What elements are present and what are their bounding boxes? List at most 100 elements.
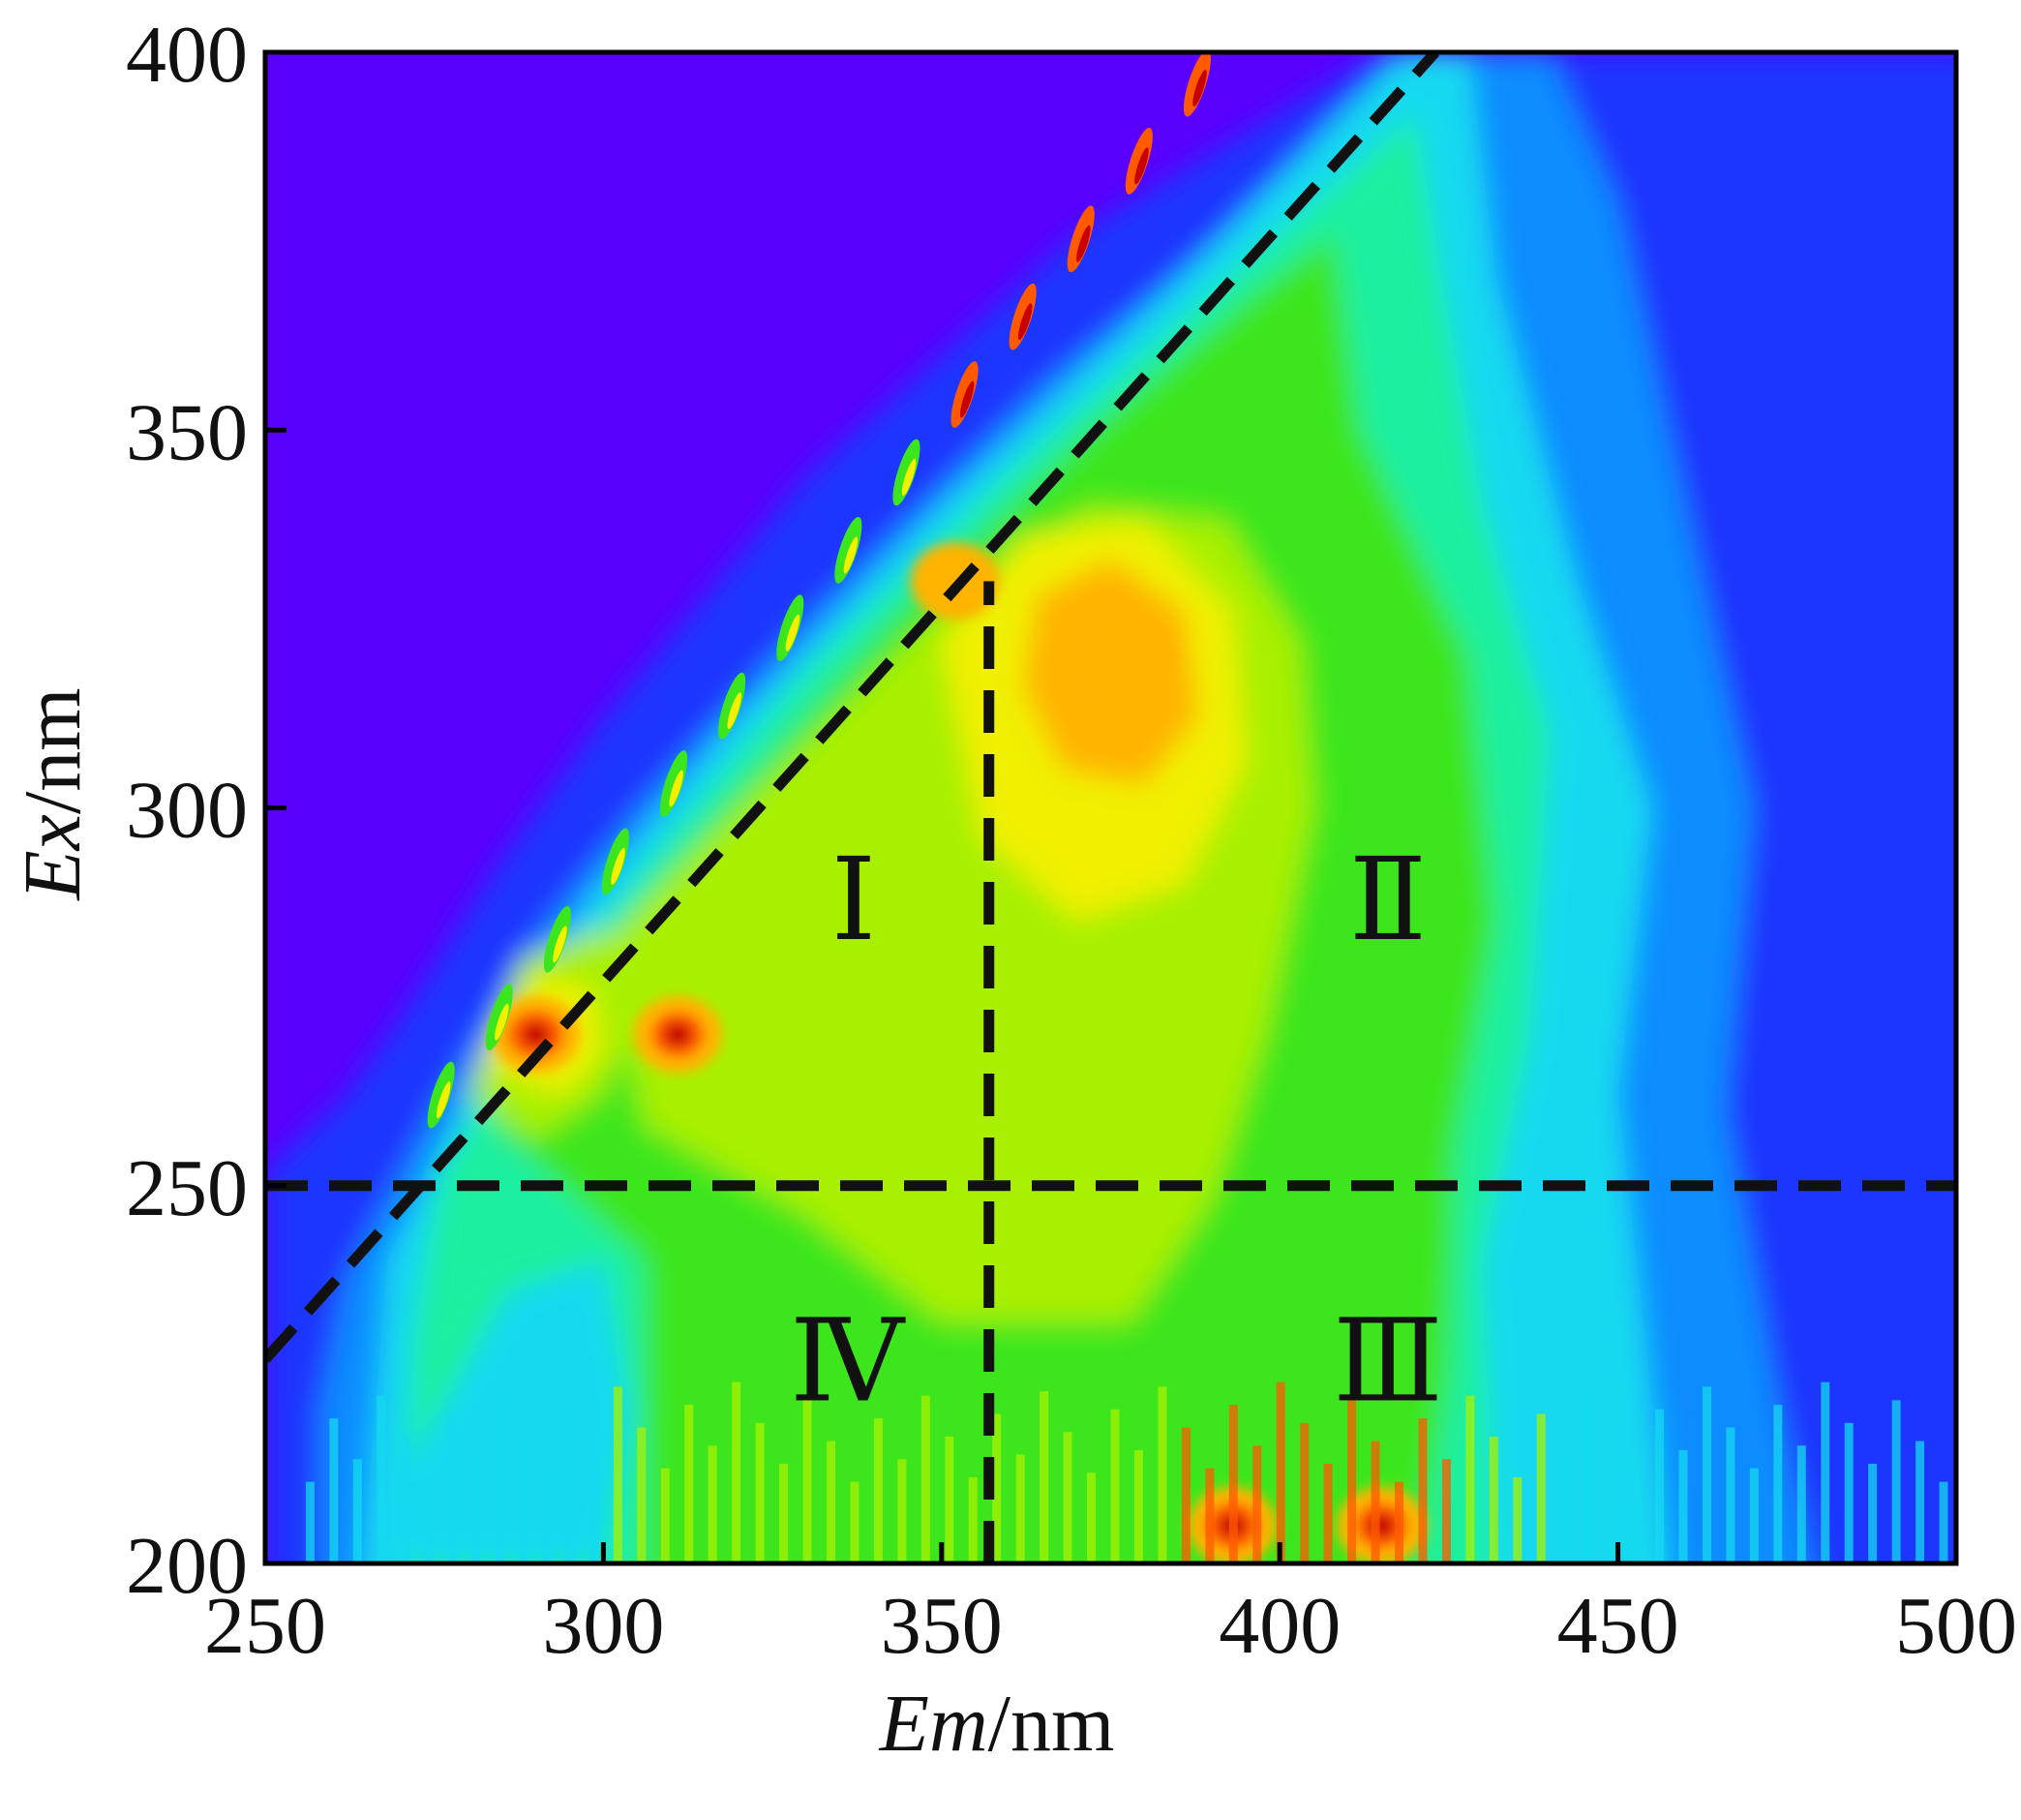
noise-streak: [1608, 1432, 1617, 1563]
scatter-ripple-core: [1134, 147, 1149, 185]
noise-streak: [992, 1413, 1002, 1563]
y-tick-label: 300: [126, 766, 248, 856]
noise-streak: [1678, 1449, 1688, 1563]
noise-streak: [873, 1418, 883, 1563]
noise-streak: [519, 1432, 528, 1563]
y-tick-label: 400: [126, 10, 248, 100]
region-label: Ⅰ: [831, 837, 877, 964]
noise-streak: [1015, 1454, 1025, 1563]
noise-streak: [1441, 1459, 1451, 1563]
noise-streak: [1276, 1381, 1285, 1563]
noise-streak: [1631, 1472, 1641, 1563]
scatter-ripple-core: [669, 770, 683, 807]
x-tick-label: 500: [1895, 1581, 2017, 1671]
noise-streak: [945, 1436, 954, 1563]
scatter-ripple-core: [1192, 69, 1207, 107]
y-tick-label: 350: [126, 387, 248, 477]
peak-core: [1106, 636, 1156, 678]
noise-streak: [1773, 1405, 1783, 1563]
scatter-ripple: [1183, 52, 1211, 117]
noise-streak: [802, 1400, 812, 1563]
noise-streak: [968, 1477, 978, 1563]
noise-streak: [1465, 1395, 1475, 1563]
scatter-ripple-core: [1017, 303, 1033, 341]
y-axis-title-unit: /nm: [8, 687, 98, 814]
divider-diagonal: [265, 52, 1440, 1363]
noise-streak: [1394, 1481, 1403, 1563]
noise-streak: [471, 1454, 481, 1563]
noise-streak: [1228, 1405, 1238, 1563]
noise-streak: [400, 1436, 409, 1563]
scatter-ripple: [1125, 128, 1153, 195]
region-dividers: [265, 52, 1956, 1563]
noise-streak: [708, 1445, 717, 1563]
noise-streak: [1371, 1441, 1380, 1563]
x-tick-label: 400: [1219, 1581, 1341, 1671]
peak-max: [522, 1022, 550, 1046]
y-axis-title-italic: Ex: [8, 814, 98, 901]
noise-streak: [1749, 1468, 1759, 1563]
y-tick-label: 200: [126, 1521, 248, 1611]
scatter-band: [305, 52, 1948, 1563]
scatter-ripple: [776, 594, 804, 662]
noise-streak: [1347, 1400, 1357, 1563]
noise-streak: [613, 1386, 622, 1563]
x-axis-title: Em/nm: [879, 1679, 1115, 1769]
region-labels: Ⅰ Ⅱ Ⅲ Ⅳ: [790, 837, 1443, 1425]
scatter-ripple: [427, 1061, 455, 1129]
noise-streak: [1063, 1432, 1072, 1563]
scatter-ripple-core: [901, 458, 917, 497]
noise-streak: [1418, 1418, 1428, 1563]
peak-max: [664, 1022, 692, 1046]
scatter-ripple-core: [436, 1081, 451, 1119]
noise-streak: [1726, 1427, 1735, 1563]
scatter-ripple: [485, 984, 513, 1051]
scatter-ripple: [601, 828, 630, 895]
noise-streak: [1939, 1481, 1948, 1563]
scatter-ripple: [834, 516, 862, 584]
noise-streak: [377, 1395, 386, 1563]
noise-streak: [920, 1395, 930, 1563]
noise-streak: [1489, 1436, 1498, 1563]
scatter-ripple: [1009, 283, 1037, 350]
y-tick-label: 250: [126, 1143, 248, 1233]
noise-streak: [1087, 1472, 1097, 1563]
noise-streak: [1702, 1386, 1711, 1563]
noise-streak: [424, 1477, 434, 1563]
noise-streak: [827, 1441, 836, 1563]
noise-streak: [1181, 1427, 1191, 1563]
noise-streak: [1560, 1454, 1570, 1563]
noise-streak: [1915, 1441, 1925, 1563]
x-tick-label: 250: [204, 1581, 326, 1671]
scatter-ripple-core: [611, 847, 625, 886]
noise-streak: [1040, 1391, 1049, 1563]
noise-streak: [1655, 1409, 1665, 1563]
scatter-ripple-core: [785, 614, 800, 652]
scatter-ripple-core: [553, 925, 567, 963]
scatter-ripple: [892, 439, 920, 506]
noise-streak: [1252, 1445, 1262, 1563]
noise-streak: [850, 1481, 860, 1563]
noise-streak: [684, 1405, 694, 1563]
x-axis-title-italic: Em: [879, 1679, 988, 1769]
noise-streak: [352, 1459, 362, 1563]
x-tick-label: 300: [542, 1581, 664, 1671]
noise-streak: [589, 1449, 599, 1563]
noise-streak: [660, 1468, 670, 1563]
scatter-ripple-core: [495, 1003, 509, 1041]
noise-streak: [1323, 1463, 1333, 1563]
region-label: Ⅳ: [790, 1298, 906, 1425]
noise-streak: [1158, 1386, 1167, 1563]
x-axis-ticks: 250 300 350 400 450 500: [204, 1542, 2017, 1671]
noise-streak: [565, 1409, 575, 1563]
x-tick-label: 450: [1557, 1581, 1679, 1671]
scatter-ripple: [1067, 205, 1095, 273]
noise-streak: [1110, 1409, 1120, 1563]
noise-streak: [1300, 1422, 1310, 1563]
noise-streak: [1891, 1400, 1901, 1563]
noise-streak: [1844, 1422, 1854, 1563]
noise-streak: [447, 1413, 457, 1563]
y-axis-title: Ex/nm: [8, 687, 98, 900]
plot-area: Ⅰ Ⅱ Ⅲ Ⅳ: [262, 49, 1959, 1566]
